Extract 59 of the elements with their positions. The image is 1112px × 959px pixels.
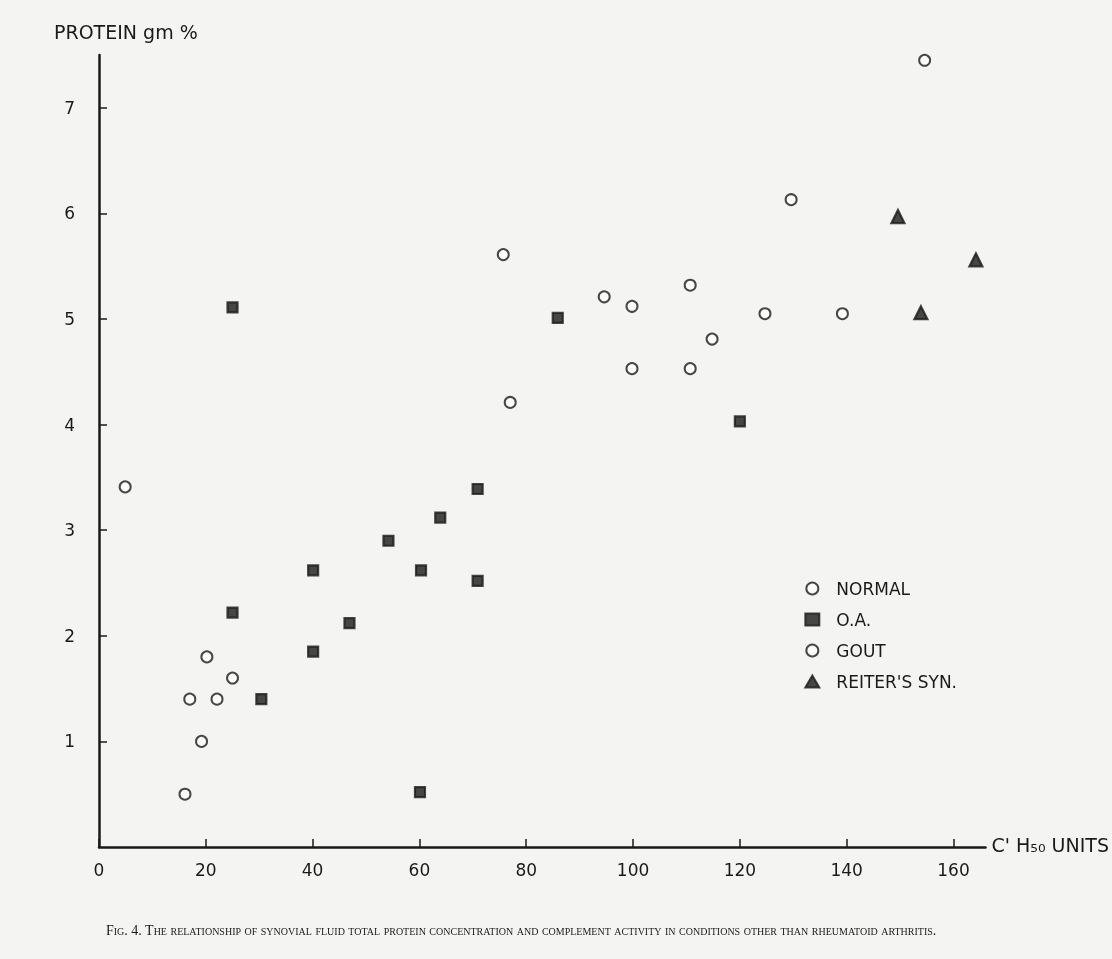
point [343, 617, 356, 630]
legend-label: GOUT [836, 640, 887, 661]
y-tick-label: 2 [64, 625, 75, 646]
point [118, 480, 132, 494]
point [255, 693, 268, 706]
point [733, 415, 746, 428]
point [625, 299, 639, 313]
x-tick-label: 100 [616, 859, 650, 880]
point [913, 305, 929, 321]
y-tick-label: 7 [64, 97, 75, 118]
x-tick-label: 60 [408, 859, 431, 880]
x-tick-label: 80 [515, 859, 538, 880]
point [835, 307, 849, 321]
point [625, 362, 639, 376]
point [307, 645, 320, 658]
x-tick-label: 120 [723, 859, 757, 880]
point [226, 606, 239, 619]
point [918, 53, 932, 67]
point [968, 252, 984, 268]
point [551, 311, 564, 325]
point [178, 787, 192, 801]
point [414, 564, 428, 577]
y-tick-label: 6 [64, 203, 75, 224]
y-tick-label: 4 [64, 414, 75, 435]
point [471, 482, 484, 496]
point [195, 734, 209, 748]
point [434, 511, 447, 524]
y-tick-label: 3 [64, 520, 75, 541]
legend-label: REITER'S SYN. [836, 671, 957, 692]
y-tick-label: 1 [64, 731, 75, 752]
x-tick-label: 140 [830, 859, 863, 880]
caption: Fig. 4. The relationship of synovial fluid total protein concentration and complement activity in conditions other than rheumatoid arthritis. [106, 922, 937, 938]
x-axis-title: C' H₅₀ UNITS [991, 833, 1110, 856]
point [226, 671, 240, 685]
point [683, 278, 697, 292]
point [413, 785, 427, 799]
point [758, 307, 772, 321]
y-axis-title: PROTEIN gm % [54, 20, 198, 43]
point [183, 692, 197, 706]
point [503, 395, 517, 409]
point [382, 534, 395, 547]
point [226, 301, 239, 314]
point [705, 332, 719, 346]
point [597, 290, 611, 304]
point [307, 564, 320, 577]
point [200, 650, 214, 664]
point [683, 362, 697, 376]
point [210, 692, 224, 706]
legend-label: NORMAL [836, 578, 911, 599]
y-tick-label: 5 [64, 309, 75, 329]
point [890, 208, 906, 225]
point [784, 193, 798, 207]
x-tick-label: 0 [93, 859, 105, 880]
point [496, 248, 510, 262]
point [471, 574, 484, 587]
x-tick-label: 20 [194, 859, 217, 880]
x-tick-label: 160 [937, 859, 970, 880]
x-tick-label: 40 [301, 859, 324, 880]
legend-label: O.A. [836, 609, 872, 630]
